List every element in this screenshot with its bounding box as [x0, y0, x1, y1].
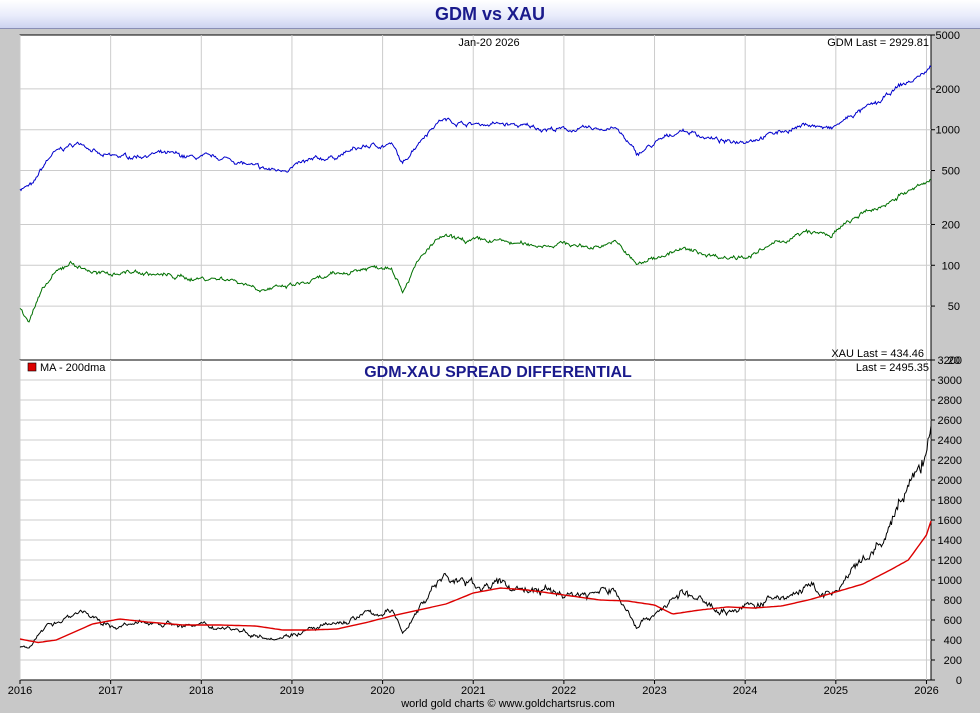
bottom-y-tick-label: 2600: [938, 415, 962, 427]
gdm-series-line: [19, 65, 932, 192]
top-plot-area: [19, 34, 932, 361]
bottom-y-tick-label: 1000: [938, 575, 962, 587]
bottom-y-tick-label: 600: [944, 615, 962, 627]
bottom-y-tick-label: 1600: [938, 515, 962, 527]
top-y-tick-label: 20: [948, 355, 960, 367]
bottom-y-tick-label: 2000: [938, 475, 962, 487]
bottom-y-tick-label: 0: [956, 675, 962, 687]
xau-series-line: [19, 178, 932, 323]
bottom-y-tick-label: 200: [944, 655, 962, 667]
top-y-tick-label: 100: [942, 260, 960, 272]
bottom-y-tick-label: 2400: [938, 435, 962, 447]
bottom-y-tick-label: 2200: [938, 455, 962, 467]
bottom-y-tick-label: 3000: [938, 375, 962, 387]
bottom-y-tick-label: 2800: [938, 395, 962, 407]
bottom-y-tick-label: 1800: [938, 495, 962, 507]
top-y-tick-label: 500: [942, 166, 960, 178]
x-axis: 2016 2017 2018 2019 2020 2021 2022 2023 2024 2025…: [8, 680, 939, 697]
legend-label: MA - 200dma: [40, 362, 106, 374]
x-tick-label: 2024: [733, 685, 757, 697]
page-title: GDM vs XAU: [434, 4, 546, 24]
header-bar: GDM vs XAU: [0, 0, 980, 29]
date-label: Jan-20 2026: [458, 37, 519, 49]
x-tick-label: 2019: [280, 685, 304, 697]
spread-series-line: [19, 425, 932, 649]
top-y-axis: 5000 2000 1000 500 200 100 50 20: [931, 30, 960, 367]
bottom-grid: [19, 360, 931, 680]
legend-swatch: [27, 362, 37, 372]
bottom-y-tick-label: 1200: [938, 555, 962, 567]
x-tick-label: 2022: [552, 685, 576, 697]
credit: world gold charts © www.goldchartsrus.co…: [400, 698, 615, 710]
x-tick-label: 2021: [461, 685, 485, 697]
bottom-series: [19, 425, 932, 649]
gdm-last-label: GDM Last = 2929.81: [827, 37, 929, 49]
x-tick-label: 2016: [8, 685, 32, 697]
ma-200dma-series-line: [19, 520, 932, 644]
top-y-tick-label: 200: [942, 219, 960, 231]
x-tick-label: 2025: [824, 685, 848, 697]
top-y-tick-label: 5000: [936, 30, 960, 42]
top-grid: [19, 35, 931, 360]
x-tick-label: 2018: [189, 685, 213, 697]
x-tick-label: 2023: [642, 685, 666, 697]
xau-last-label: XAU Last = 434.46: [831, 348, 924, 360]
top-series: [19, 65, 932, 323]
x-tick-label: 2020: [370, 685, 394, 697]
bottom-y-tick-label: 400: [944, 635, 962, 647]
spread-last-label: Last = 2495.35: [856, 362, 929, 374]
x-tick-label: 2026: [914, 685, 938, 697]
spread-title: GDM-XAU SPREAD DIFFERENTIAL: [364, 364, 632, 381]
bottom-y-tick-label: 1400: [938, 535, 962, 547]
x-tick-label: 2017: [98, 685, 122, 697]
bottom-y-tick-label: 800: [944, 595, 962, 607]
bottom-y-tick-label: 3200: [938, 355, 962, 367]
bottom-y-axis: 0 200 400 600 800 1000 1200 1400 1600 1800 2000 220…: [931, 355, 962, 687]
top-y-tick-label: 1000: [936, 125, 960, 137]
top-y-tick-label: 2000: [936, 84, 960, 96]
top-y-tick-label: 50: [948, 301, 960, 313]
